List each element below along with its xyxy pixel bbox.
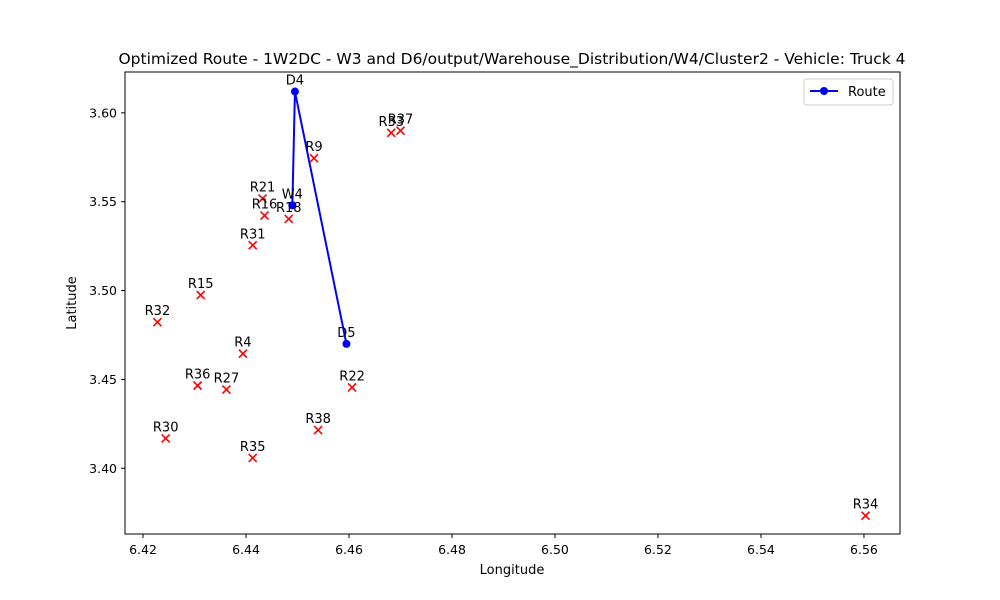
point-label-r38: R38 (305, 412, 331, 427)
point-r32-marker (152, 317, 163, 327)
point-r16-marker (259, 211, 270, 221)
y-tick-label: 3.45 (89, 372, 117, 387)
y-axis-label: Latitude (65, 276, 80, 330)
y-axis: 3.40 3.45 3.50 3.55 3.60 (89, 105, 125, 476)
x-tick-label: 6.56 (850, 542, 878, 557)
route-stop-w4-marker (288, 201, 297, 210)
route-stop-label-d5: D5 (337, 326, 355, 341)
point-r9-marker (309, 153, 319, 163)
x-tick-label: 6.54 (747, 542, 775, 557)
point-r37-marker (395, 126, 406, 136)
point-r33-marker (386, 128, 396, 138)
y-tick-label: 3.40 (89, 461, 117, 476)
point-r18-marker (284, 214, 294, 224)
location-points (152, 126, 871, 521)
x-axis-label: Longitude (480, 563, 545, 578)
point-label-r9: R9 (305, 140, 322, 155)
point-r30-marker (161, 433, 171, 443)
point-label-r18: R18 (276, 201, 302, 216)
point-label-r33: R33 (378, 115, 404, 130)
point-label-r35: R35 (240, 440, 266, 455)
x-tick-label: 6.48 (438, 542, 466, 557)
route-series (288, 87, 351, 348)
plot-area: 6.42 6.44 6.46 6.48 6.50 6.52 6.54 6.56 3.403.4… (89, 71, 901, 557)
point-r38-marker (313, 425, 323, 435)
plot-frame (124, 71, 901, 535)
legend-route-label: Route (848, 85, 886, 100)
point-r15-marker (196, 290, 206, 300)
point-label-r30: R30 (153, 420, 179, 435)
route-stop-label-w4: W4 (282, 187, 303, 202)
x-tick-label: 6.42 (129, 542, 157, 557)
point-label-r4: R4 (234, 336, 251, 351)
point-label-r15: R15 (188, 277, 214, 292)
route-stop-d4-marker (290, 87, 299, 96)
point-r4-marker (238, 349, 248, 359)
legend-route-marker (820, 87, 828, 95)
point-label-r36: R36 (185, 368, 211, 383)
x-tick-label: 6.46 (335, 542, 363, 557)
y-tick-label: 3.60 (89, 105, 117, 120)
x-axis: 6.42 6.44 6.46 6.48 6.50 6.52 6.54 6.56 (129, 534, 878, 557)
x-tick-label: 6.44 (232, 542, 260, 557)
point-label-r37: R37 (388, 113, 414, 128)
legend: Route (803, 78, 894, 106)
x-tick-label: 6.50 (541, 542, 569, 557)
point-label-r27: R27 (214, 372, 240, 387)
point-r27-marker (221, 384, 232, 395)
y-tick-label: 3.55 (89, 194, 117, 209)
point-label-r32: R32 (145, 304, 171, 319)
chart-title: Optimized Route - 1W2DC - W3 and D6/outp… (118, 50, 905, 69)
point-label-r34: R34 (853, 498, 879, 513)
point-label-r16: R16 (252, 198, 278, 213)
point-r21-marker (257, 193, 268, 204)
point-r35-marker (248, 453, 258, 463)
legend-box (803, 78, 894, 106)
x-tick-label: 6.52 (644, 542, 672, 557)
point-label-r31: R31 (240, 227, 266, 242)
point-label-r21: R21 (250, 181, 276, 196)
point-label-r22: R22 (339, 369, 365, 384)
route-stop-d5-marker (342, 339, 351, 348)
route-stop-label-d4: D4 (286, 74, 304, 89)
point-r36-marker (193, 381, 203, 391)
point-r34-marker (860, 511, 871, 521)
point-r22-marker (347, 382, 357, 392)
y-tick-label: 3.50 (89, 283, 117, 298)
point-r31-marker (248, 240, 258, 250)
